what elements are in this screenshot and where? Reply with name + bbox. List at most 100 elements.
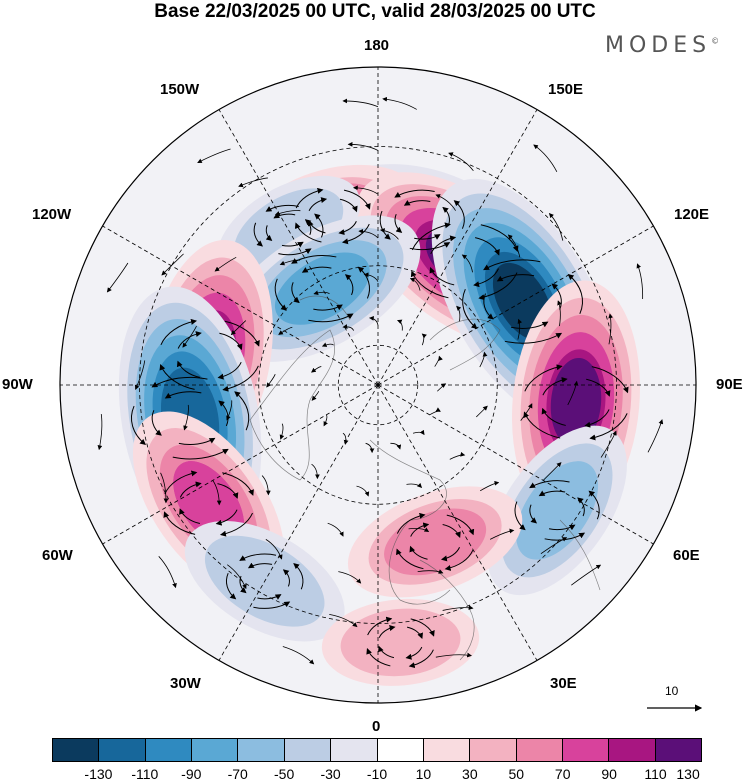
wind-arrow — [239, 575, 247, 594]
wind-arrow — [379, 210, 391, 240]
wind-arrow — [483, 259, 541, 271]
colorbar-tick: -90 — [181, 766, 202, 782]
wind-arrow — [520, 403, 533, 421]
colorbar — [52, 738, 702, 762]
wind-arrow — [406, 626, 423, 640]
wind-arrow — [130, 405, 147, 446]
label-lon-150e: 150E — [548, 81, 584, 98]
wind-arrow — [279, 423, 285, 440]
wind-arrow — [453, 200, 465, 229]
wind-arrow — [446, 514, 475, 536]
colorbar-tick: 110 — [644, 766, 667, 782]
colorbar-swatch — [284, 739, 332, 761]
colorbar-swatch — [53, 739, 100, 761]
wind-arrow — [218, 400, 229, 427]
colorbar-swatch — [145, 739, 193, 761]
colorbar-tick: 70 — [554, 766, 571, 782]
wind-arrow — [584, 409, 610, 428]
wind-arrow — [434, 355, 443, 367]
colorbar-swatch — [655, 739, 702, 761]
wind-arrow — [437, 383, 447, 392]
label-lon-120w: 120W — [32, 206, 72, 223]
wind-arrow — [329, 614, 358, 628]
wind-arrow — [461, 254, 473, 273]
wind-arrow — [182, 325, 197, 348]
wind-arrow — [339, 198, 358, 213]
wind-arrow — [608, 313, 614, 345]
anomaly-center — [321, 598, 480, 686]
wind-arrow — [293, 563, 304, 590]
wind-arrow — [212, 480, 222, 506]
wind-arrow — [523, 411, 561, 439]
wind-arrow — [239, 553, 277, 561]
wind-arrow — [542, 377, 568, 396]
wind-arrow — [429, 407, 441, 416]
label-lon-90w: 90W — [2, 376, 33, 393]
wind-arrow — [219, 512, 253, 537]
colorbar-swatch — [99, 739, 146, 761]
wind-arrow — [217, 483, 239, 499]
wind-arrow — [304, 219, 312, 236]
wind-arrow — [540, 537, 568, 555]
wind-arrow — [379, 228, 399, 240]
wind-arrow — [311, 366, 322, 373]
wind-arrow — [449, 451, 466, 460]
wind-arrow — [444, 549, 474, 571]
meridian-line — [377, 225, 654, 386]
colorbar-swatch — [238, 739, 285, 761]
wind-arrow — [151, 376, 208, 388]
colorbar-swatch — [377, 739, 424, 761]
wind-arrow — [514, 501, 526, 531]
wind-arrow — [159, 363, 195, 390]
wind-arrow — [342, 324, 355, 331]
wind-arrow — [291, 254, 337, 264]
wind-arrow — [396, 548, 424, 570]
wind-arrow — [529, 480, 570, 489]
colorbar-swatch — [562, 739, 610, 761]
anomaly-contour — [340, 608, 461, 677]
wind-arrow — [363, 272, 379, 282]
wind-arrow — [591, 366, 629, 394]
meridian-line — [377, 384, 538, 661]
wind-arrow — [647, 419, 664, 453]
meridian-line — [102, 225, 379, 386]
wind-arrow — [222, 472, 254, 496]
wind-arrow — [435, 652, 472, 658]
anomaly-center — [487, 425, 627, 596]
wind-arrow — [265, 539, 283, 560]
colorbar-ticks: -130 -110 -90 -70 -50 -30 -10 10 30 50 70 90 110 130 — [0, 766, 750, 784]
map-border — [59, 66, 697, 704]
wind-arrow — [266, 374, 276, 388]
wind-arrow — [160, 472, 169, 504]
label-lon-180: 180 — [364, 37, 390, 54]
wind-arrow — [313, 290, 330, 296]
wind-arrow — [282, 646, 315, 665]
wind-arrow — [323, 414, 328, 427]
wind-arrow — [367, 616, 393, 636]
wind-arrow — [567, 274, 584, 315]
wind-arrow — [462, 289, 478, 329]
wind-arrow — [571, 564, 602, 586]
colorbar-swatch — [609, 739, 656, 761]
wind-arrow — [281, 241, 304, 248]
colorbar-tick: 50 — [508, 766, 525, 782]
wind-arrow — [435, 194, 456, 211]
wind-arrow — [551, 283, 562, 310]
label-lon-150w: 150W — [160, 81, 200, 98]
wind-arrow — [106, 262, 129, 293]
wind-arrow — [507, 234, 521, 258]
label-lon-60e: 60E — [673, 547, 700, 564]
wind-arrow — [396, 512, 426, 534]
wind-arrow — [408, 649, 434, 669]
wind-arrow — [356, 485, 370, 497]
wind-arrow — [517, 318, 523, 340]
wind-arrow — [97, 414, 103, 451]
wind-arrow — [265, 225, 273, 242]
wind-arrow — [557, 300, 562, 327]
wind-arrow — [636, 263, 644, 300]
wind-arrow — [448, 152, 474, 171]
wind-arrow — [338, 571, 362, 584]
wind-arrow — [134, 360, 146, 390]
wind-arrow — [321, 342, 334, 347]
wind-arrow — [158, 556, 177, 589]
